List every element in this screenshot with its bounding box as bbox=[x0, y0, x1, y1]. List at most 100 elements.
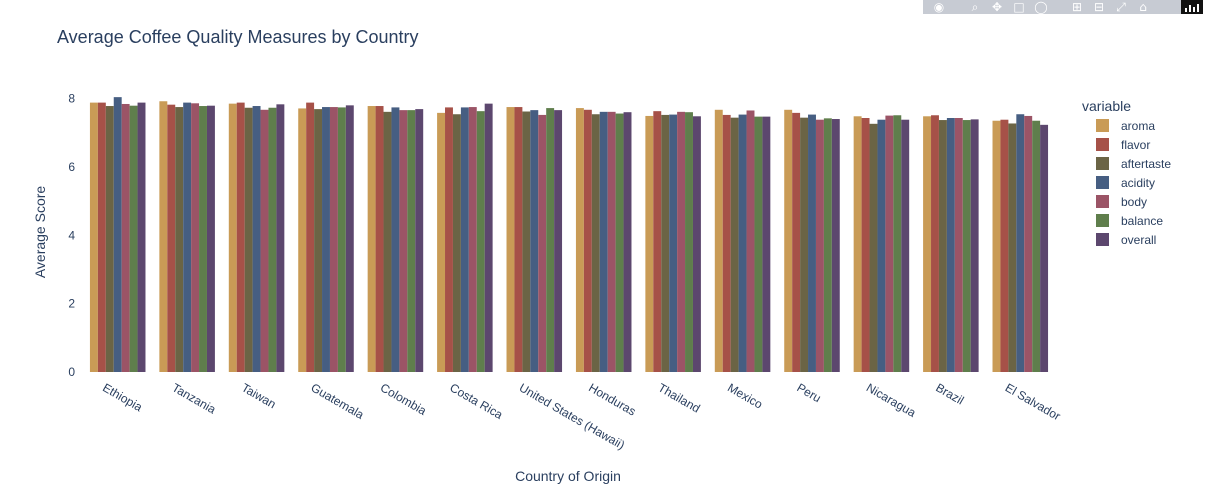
box-select-icon[interactable]: □ bbox=[1013, 0, 1025, 14]
bar-aroma[interactable] bbox=[992, 120, 1001, 372]
legend-swatch-acidity[interactable] bbox=[1096, 176, 1109, 189]
bar-flavor[interactable] bbox=[445, 107, 453, 373]
bar-overall[interactable] bbox=[484, 103, 493, 372]
bar-acidity[interactable] bbox=[877, 119, 886, 373]
autoscale-icon[interactable]: ⤢ bbox=[1116, 0, 1126, 14]
bar-aftertaste[interactable] bbox=[1008, 123, 1017, 372]
bar-balance[interactable] bbox=[337, 107, 346, 373]
zoom-in-icon[interactable]: ⊞ bbox=[1071, 0, 1083, 14]
bar-body[interactable] bbox=[538, 114, 547, 373]
bar-overall[interactable] bbox=[692, 116, 701, 372]
bar-body[interactable] bbox=[191, 103, 200, 373]
bar-body[interactable] bbox=[954, 118, 963, 372]
lasso-icon[interactable]: ◯ bbox=[1034, 0, 1048, 14]
bar-flavor[interactable] bbox=[167, 104, 176, 373]
bar-body[interactable] bbox=[677, 111, 686, 372]
camera-icon[interactable]: ◉ bbox=[933, 0, 945, 14]
bar-overall[interactable] bbox=[901, 119, 910, 373]
bar-overall[interactable] bbox=[831, 119, 840, 373]
bar-flavor[interactable] bbox=[931, 115, 939, 372]
bar-acidity[interactable] bbox=[738, 114, 747, 372]
bar-acidity[interactable] bbox=[252, 106, 261, 372]
plotly-logo-icon[interactable] bbox=[1181, 0, 1203, 14]
bar-acidity[interactable] bbox=[808, 114, 816, 372]
bar-flavor[interactable] bbox=[514, 107, 523, 372]
bar-overall[interactable] bbox=[137, 102, 146, 373]
legend-swatch-flavor[interactable] bbox=[1096, 138, 1109, 151]
bar-aroma[interactable] bbox=[923, 116, 932, 372]
bar-flavor[interactable] bbox=[375, 106, 384, 372]
legend-label-flavor[interactable]: flavor bbox=[1121, 138, 1150, 152]
bar-balance[interactable] bbox=[268, 107, 277, 373]
bar-body[interactable] bbox=[260, 109, 269, 372]
bar-acidity[interactable] bbox=[669, 114, 678, 372]
bar-balance[interactable] bbox=[199, 106, 207, 372]
legend-swatch-aroma[interactable] bbox=[1096, 119, 1109, 132]
bar-overall[interactable] bbox=[970, 119, 979, 373]
reset-axes-icon[interactable]: ⌂ bbox=[1139, 0, 1147, 14]
bar-aftertaste[interactable] bbox=[869, 123, 878, 372]
bar-balance[interactable] bbox=[754, 116, 763, 372]
bar-flavor[interactable] bbox=[792, 112, 801, 373]
bar-flavor[interactable] bbox=[236, 102, 245, 373]
bar-aroma[interactable] bbox=[367, 106, 376, 372]
bar-aftertaste[interactable] bbox=[383, 111, 392, 372]
bar-balance[interactable] bbox=[546, 108, 555, 372]
bar-aftertaste[interactable] bbox=[591, 114, 600, 373]
bar-aroma[interactable] bbox=[645, 115, 654, 372]
bar-aftertaste[interactable] bbox=[452, 114, 461, 373]
bar-balance[interactable] bbox=[615, 113, 624, 373]
bar-aftertaste[interactable] bbox=[661, 114, 670, 373]
bar-balance[interactable] bbox=[893, 115, 902, 372]
bar-aroma[interactable] bbox=[853, 116, 862, 372]
bar-acidity[interactable] bbox=[391, 107, 400, 373]
bar-aroma[interactable] bbox=[159, 101, 168, 372]
bar-acidity[interactable] bbox=[946, 118, 955, 372]
bar-body[interactable] bbox=[121, 103, 130, 372]
bar-aftertaste[interactable] bbox=[730, 117, 739, 372]
bar-acidity[interactable] bbox=[460, 107, 469, 373]
bar-aftertaste[interactable] bbox=[244, 107, 253, 373]
bar-acidity[interactable] bbox=[599, 111, 608, 372]
bar-body[interactable] bbox=[399, 110, 408, 372]
bar-aroma[interactable] bbox=[714, 109, 723, 372]
legend-label-acidity[interactable]: acidity bbox=[1121, 176, 1155, 190]
legend-swatch-aftertaste[interactable] bbox=[1096, 157, 1109, 170]
legend-label-balance[interactable]: balance bbox=[1121, 214, 1163, 228]
bar-balance[interactable] bbox=[476, 111, 485, 372]
bar-body[interactable] bbox=[468, 107, 477, 372]
bar-overall[interactable] bbox=[345, 105, 354, 372]
bar-aroma[interactable] bbox=[784, 109, 793, 372]
bar-balance[interactable] bbox=[962, 120, 971, 372]
bar-acidity[interactable] bbox=[183, 102, 192, 373]
bar-aroma[interactable] bbox=[298, 108, 307, 373]
bar-acidity[interactable] bbox=[322, 107, 330, 372]
bar-overall[interactable] bbox=[276, 104, 285, 372]
bar-balance[interactable] bbox=[685, 112, 693, 372]
bar-aroma[interactable] bbox=[506, 107, 515, 372]
bar-overall[interactable] bbox=[623, 112, 632, 372]
pan-icon[interactable]: ✥ bbox=[991, 0, 1003, 14]
bar-flavor[interactable] bbox=[722, 114, 731, 373]
bar-aftertaste[interactable] bbox=[314, 109, 323, 373]
bar-body[interactable] bbox=[1024, 115, 1033, 372]
bar-balance[interactable] bbox=[407, 110, 416, 372]
legend-label-overall[interactable]: overall bbox=[1121, 233, 1156, 247]
bar-acidity[interactable] bbox=[113, 97, 122, 372]
bar-flavor[interactable] bbox=[1000, 119, 1009, 373]
bar-acidity[interactable] bbox=[530, 110, 539, 372]
bar-flavor[interactable] bbox=[306, 102, 315, 373]
zoom-out-icon[interactable]: ⊟ bbox=[1093, 0, 1105, 14]
bar-body[interactable] bbox=[815, 119, 824, 373]
bar-aftertaste[interactable] bbox=[938, 120, 947, 372]
legend-swatch-balance[interactable] bbox=[1096, 214, 1109, 227]
bar-flavor[interactable] bbox=[653, 111, 662, 372]
bar-balance[interactable] bbox=[129, 105, 138, 372]
bar-body[interactable] bbox=[746, 110, 755, 372]
bar-balance[interactable] bbox=[1032, 120, 1041, 372]
legend-label-aroma[interactable]: aroma bbox=[1121, 119, 1155, 133]
bar-aroma[interactable] bbox=[228, 103, 237, 372]
bar-aroma[interactable] bbox=[437, 112, 446, 373]
bar-overall[interactable] bbox=[415, 109, 424, 373]
bar-aftertaste[interactable] bbox=[105, 106, 114, 372]
